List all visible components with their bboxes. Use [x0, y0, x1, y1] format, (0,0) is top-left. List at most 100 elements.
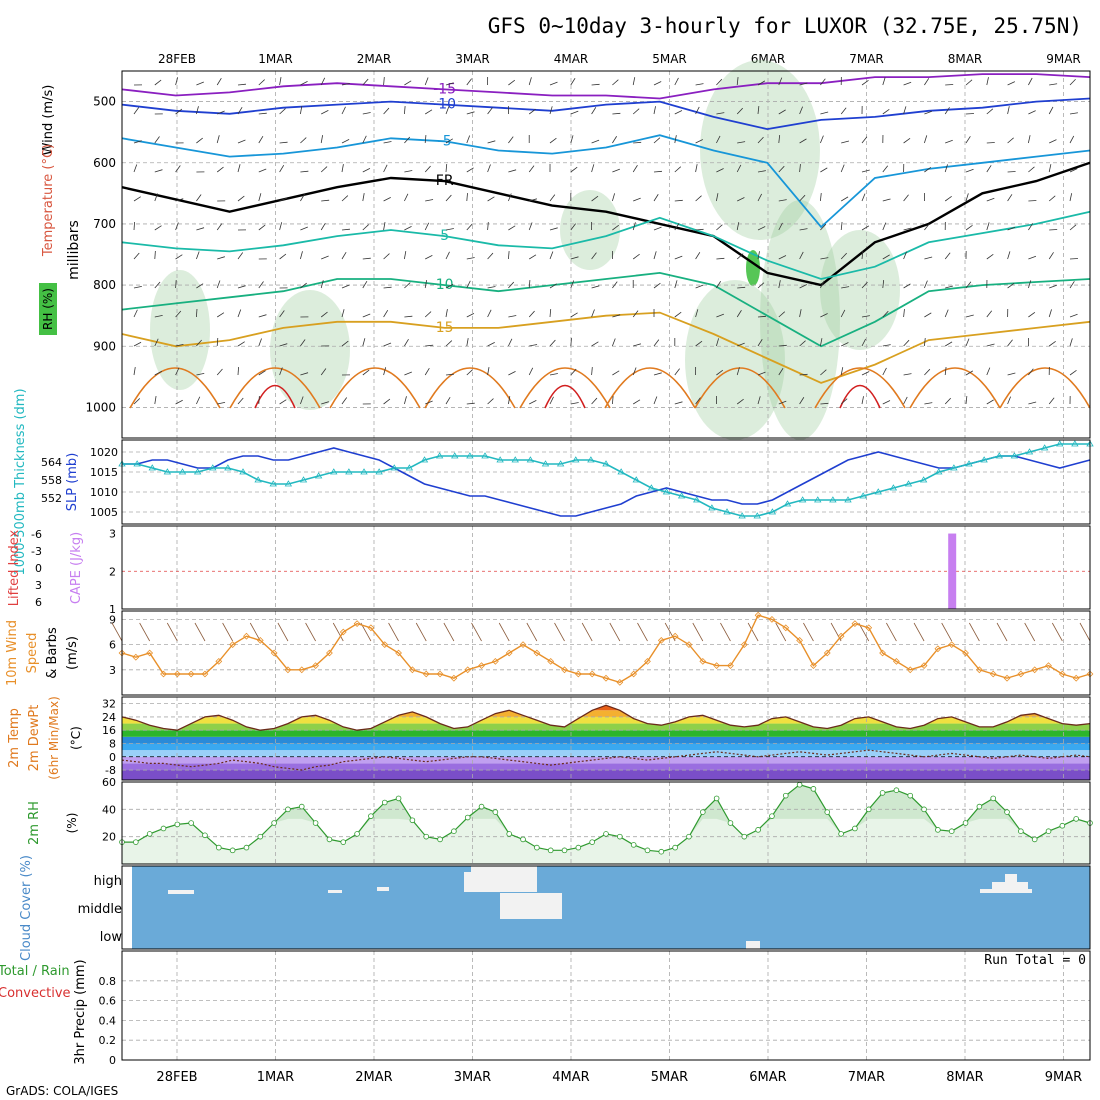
- wind-barb: [944, 341, 953, 347]
- y-tick-label: 8: [109, 737, 116, 750]
- y-tick-label-thickness: 552: [41, 492, 62, 505]
- data-point: [367, 624, 375, 632]
- wind-barb: [1028, 311, 1036, 318]
- y-tick-label: 16: [102, 724, 116, 737]
- data-point: [466, 452, 474, 459]
- y-tick-label: 20: [102, 831, 116, 844]
- data-point: [740, 641, 748, 648]
- wind-barb: [674, 280, 678, 289]
- data-point: [907, 792, 914, 799]
- wind-barb: [217, 256, 225, 260]
- x-tick-label-bottom: 6MAR: [749, 1070, 786, 1085]
- wind-barb: [305, 622, 316, 642]
- wind-barb: [196, 194, 202, 202]
- data-point: [312, 820, 319, 826]
- y-tick-label: 0.8: [99, 975, 117, 988]
- wind-barb: [633, 141, 642, 144]
- data-point: [630, 842, 637, 848]
- wind-barb: [133, 398, 141, 405]
- wind-barb: [965, 168, 974, 173]
- y-tick-label-slp: 1005: [90, 506, 118, 519]
- wind-barb: [1028, 110, 1036, 115]
- wind-barb: [903, 251, 907, 260]
- wind-barb: [903, 194, 909, 202]
- data-point: [879, 790, 886, 796]
- wind-barb: [222, 622, 233, 642]
- data-point: [239, 468, 247, 475]
- wind-barb: [861, 281, 868, 289]
- wind-barb: [820, 78, 826, 86]
- data-point: [647, 484, 656, 491]
- wind-barb: [674, 311, 682, 318]
- wind-barb: [279, 77, 282, 86]
- wind-barb: [1028, 223, 1034, 231]
- run-total-label: Run Total = 0: [984, 953, 1086, 968]
- wind-barb: [445, 163, 448, 173]
- data-point: [644, 847, 651, 854]
- data-point: [492, 809, 499, 815]
- wind-barb: [1007, 251, 1011, 260]
- wind-barb: [404, 193, 409, 202]
- x-tick-label-top: 5MAR: [652, 52, 687, 66]
- rh-shade-area: [700, 60, 820, 240]
- data-point: [224, 464, 232, 471]
- wind-barb: [383, 107, 390, 115]
- data-point: [644, 658, 651, 665]
- isotherm-line: [121, 73, 1091, 100]
- data-point: [435, 452, 444, 459]
- wind-barb: [674, 255, 683, 260]
- wind-barb: [425, 400, 433, 405]
- wind-barb: [154, 370, 163, 376]
- data-point: [353, 620, 361, 627]
- data-point: [989, 670, 997, 678]
- wind-barb: [1028, 135, 1031, 144]
- wind-barb: [237, 366, 239, 376]
- wind-barb: [882, 165, 889, 173]
- data-point: [312, 662, 319, 669]
- data-point: [148, 464, 156, 471]
- data-point: [243, 844, 250, 851]
- wind-barb: [1007, 81, 1016, 86]
- data-point: [630, 670, 638, 678]
- wind-barb: [258, 79, 265, 86]
- series-line: [121, 614, 1091, 684]
- wind-barb: [737, 141, 746, 144]
- wind-barb: [321, 255, 329, 260]
- wind-barb: [549, 308, 552, 318]
- data-point: [437, 836, 443, 843]
- wind-barb: [133, 367, 136, 376]
- wind-barb: [424, 134, 427, 144]
- wind-barb: [1028, 166, 1035, 173]
- wind-barb: [466, 135, 471, 144]
- wind-barb: [674, 368, 680, 376]
- wind-barb: [320, 166, 328, 173]
- data-point: [1071, 440, 1079, 447]
- y-axis-label-wind: 10m Wind: [5, 620, 20, 686]
- wind-barb: [445, 309, 448, 318]
- x-tick-label-top: 8MAR: [948, 52, 983, 66]
- wind-barb: [1049, 284, 1057, 289]
- data-point: [187, 670, 195, 678]
- data-point: [589, 839, 595, 845]
- wind-barb: [965, 113, 975, 115]
- wind-barb: [154, 225, 162, 231]
- data-point: [1045, 662, 1052, 669]
- y-axis-label: millibars: [66, 220, 82, 280]
- wind-barb: [424, 222, 430, 231]
- wind-barb: [445, 82, 454, 86]
- wind-barb: [362, 193, 365, 202]
- wind-barb: [549, 81, 558, 86]
- data-point: [541, 460, 550, 467]
- wind-barb: [1028, 77, 1033, 86]
- wind-barb: [1048, 309, 1052, 318]
- wind-barb: [341, 106, 346, 115]
- wind-barb: [528, 367, 534, 376]
- wind-barb: [674, 199, 683, 202]
- wind-barb: [716, 281, 721, 289]
- wind-barb: [383, 342, 392, 347]
- data-point: [904, 480, 913, 487]
- data-point: [889, 484, 898, 491]
- data-point: [783, 500, 792, 507]
- wind-barb: [820, 167, 828, 173]
- wind-barb: [1007, 194, 1013, 202]
